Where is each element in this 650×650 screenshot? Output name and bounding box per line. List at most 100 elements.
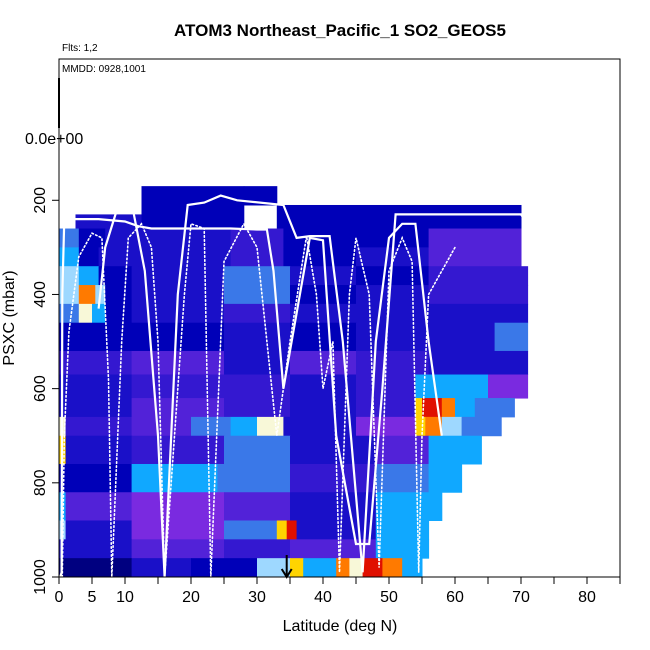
heatmap-cell xyxy=(428,247,522,267)
heatmap-cell xyxy=(428,285,529,305)
heatmap-cell xyxy=(461,416,502,437)
heatmap-cell xyxy=(356,398,416,418)
heatmap-cell xyxy=(78,303,93,324)
heatmap-cell xyxy=(283,416,357,437)
heatmap-cell xyxy=(224,435,291,465)
heatmap-cell xyxy=(224,520,278,540)
heatmap-cell xyxy=(105,303,133,324)
heatmap-cell xyxy=(224,350,291,376)
heatmap-cell xyxy=(336,558,350,578)
heatmap-cell xyxy=(428,350,529,376)
x-tick-label: 80 xyxy=(578,589,596,606)
heatmap-cell xyxy=(455,398,476,418)
heatmap-cell xyxy=(141,186,245,230)
heatmap-cell xyxy=(131,350,225,376)
heatmap-cell xyxy=(59,266,80,286)
y-axis-label: PSXC (mbar) xyxy=(1,270,18,365)
heatmap-cell xyxy=(78,285,96,305)
heatmap-cell xyxy=(375,492,443,521)
heatmap-cell xyxy=(131,398,225,418)
x-axis-label: Latitude (deg N) xyxy=(283,618,398,635)
heatmap-cell xyxy=(415,416,426,437)
heatmap-cell xyxy=(59,374,133,399)
heatmap-cell xyxy=(191,416,232,437)
x-axis: 0 5 10 20 30 40 50 60 70 80 xyxy=(55,577,621,606)
heatmap-cell xyxy=(283,247,357,267)
heatmap-cell xyxy=(92,303,106,324)
heatmap-cell xyxy=(349,558,364,578)
heatmap-cell xyxy=(131,539,225,559)
heatmap-cell xyxy=(488,374,529,399)
heatmap-cell xyxy=(290,539,377,559)
x-tick-label: 60 xyxy=(446,589,464,606)
heatmap-cell xyxy=(59,558,133,578)
heatmap-cell xyxy=(191,558,258,578)
heatmap-cell xyxy=(290,463,377,493)
heatmap-cell xyxy=(59,322,133,352)
heatmap-cell xyxy=(59,303,80,324)
heatmap-cell xyxy=(230,228,284,248)
heatmap-cell xyxy=(230,416,258,437)
heatmap-cell xyxy=(98,266,133,286)
heatmap-cell xyxy=(428,435,482,465)
heatmap-cell xyxy=(59,463,133,493)
heatmap-cell xyxy=(362,558,383,578)
heatmap-cell xyxy=(290,322,357,352)
heatmap-cell xyxy=(224,374,291,399)
x-tick-label: 10 xyxy=(116,589,134,606)
heatmap-cell xyxy=(131,520,225,540)
x-tick-label: 20 xyxy=(182,589,200,606)
heatmap-cell xyxy=(428,266,529,286)
y-tick-label: 600 xyxy=(32,375,49,402)
heatmap-cell xyxy=(224,539,291,559)
heatmap-cell xyxy=(131,558,192,578)
chart-title: ATOM3 Northeast_Pacific_1 SO2_GEOS5 xyxy=(174,21,506,40)
plot-frame xyxy=(58,58,621,578)
marker-head xyxy=(280,568,293,579)
heatmap-cell xyxy=(290,435,377,465)
heatmap-cell xyxy=(243,186,278,206)
heatmap-cell xyxy=(224,285,291,305)
heatmap-cell xyxy=(217,463,291,493)
flight-track-solid-line xyxy=(59,213,526,578)
heatmap-cell xyxy=(356,303,430,324)
y-tick-label: 800 xyxy=(32,469,49,496)
heatmap-cell xyxy=(290,492,377,521)
heatmap-cell xyxy=(257,558,291,578)
heatmap-cell xyxy=(494,322,529,352)
heatmap-cell xyxy=(415,398,423,418)
heatmap-cell xyxy=(276,520,288,540)
heatmap-cell xyxy=(441,398,456,418)
heatmap-cell xyxy=(105,228,133,248)
flight-track-lines xyxy=(59,194,526,578)
heatmap-cell xyxy=(59,539,133,559)
heatmap-cell xyxy=(375,520,430,540)
heatmap-cell xyxy=(356,285,430,305)
heatmap-cell xyxy=(356,416,416,437)
heatmap-cell xyxy=(131,303,225,324)
heatmap-cell xyxy=(78,266,100,286)
heatmap-cell xyxy=(356,350,430,376)
heatmap-cell xyxy=(402,558,423,578)
heatmap-cell xyxy=(59,398,133,418)
heatmap-cell xyxy=(356,374,416,399)
heatmap-cell xyxy=(375,539,430,559)
heatmap-cell xyxy=(224,492,291,521)
heatmap-cell xyxy=(59,228,80,248)
x-tick-label: 70 xyxy=(512,589,530,606)
heatmap-cell xyxy=(296,520,377,540)
y-tick-label: 400 xyxy=(32,281,49,308)
heatmap-cell xyxy=(375,435,430,465)
heatmap-cell xyxy=(105,285,133,305)
heatmap-cell xyxy=(290,558,304,578)
heatmap-cell xyxy=(131,266,225,286)
heatmap-cell xyxy=(286,520,298,540)
heatmap-cell xyxy=(382,558,403,578)
heatmap-cell xyxy=(257,416,284,437)
heatmap-cell xyxy=(290,285,357,305)
heatmap-cell xyxy=(131,228,232,248)
heatmap-cell xyxy=(425,416,443,437)
flights-text: Flts: 1,2 xyxy=(62,43,98,54)
heatmap-cell xyxy=(290,303,357,324)
latitude-marker-arrow xyxy=(280,555,293,579)
